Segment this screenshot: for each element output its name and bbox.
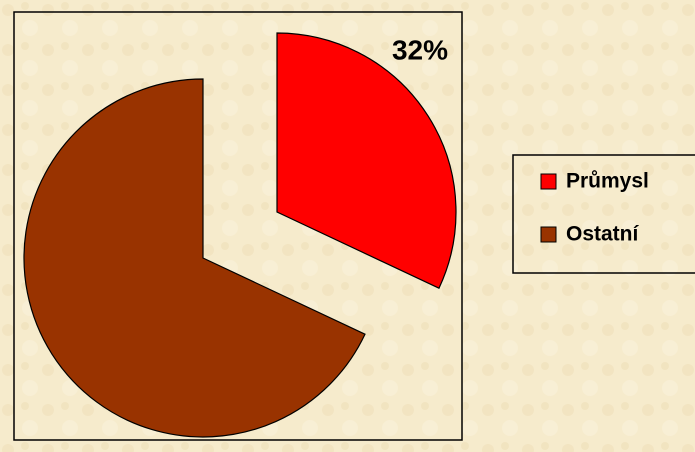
data-label: 32% <box>392 34 448 65</box>
legend-swatch <box>540 173 557 190</box>
pie-slice <box>276 32 457 290</box>
plot-frame <box>13 11 463 441</box>
pie: 32% <box>23 32 457 438</box>
pie-slice <box>23 78 366 438</box>
legend-label: Průmysl <box>566 170 649 193</box>
legend: Průmysl Ostatní <box>540 170 649 246</box>
legend-box <box>512 154 695 274</box>
legend-swatch <box>540 226 557 243</box>
legend-label: Ostatní <box>566 223 640 246</box>
